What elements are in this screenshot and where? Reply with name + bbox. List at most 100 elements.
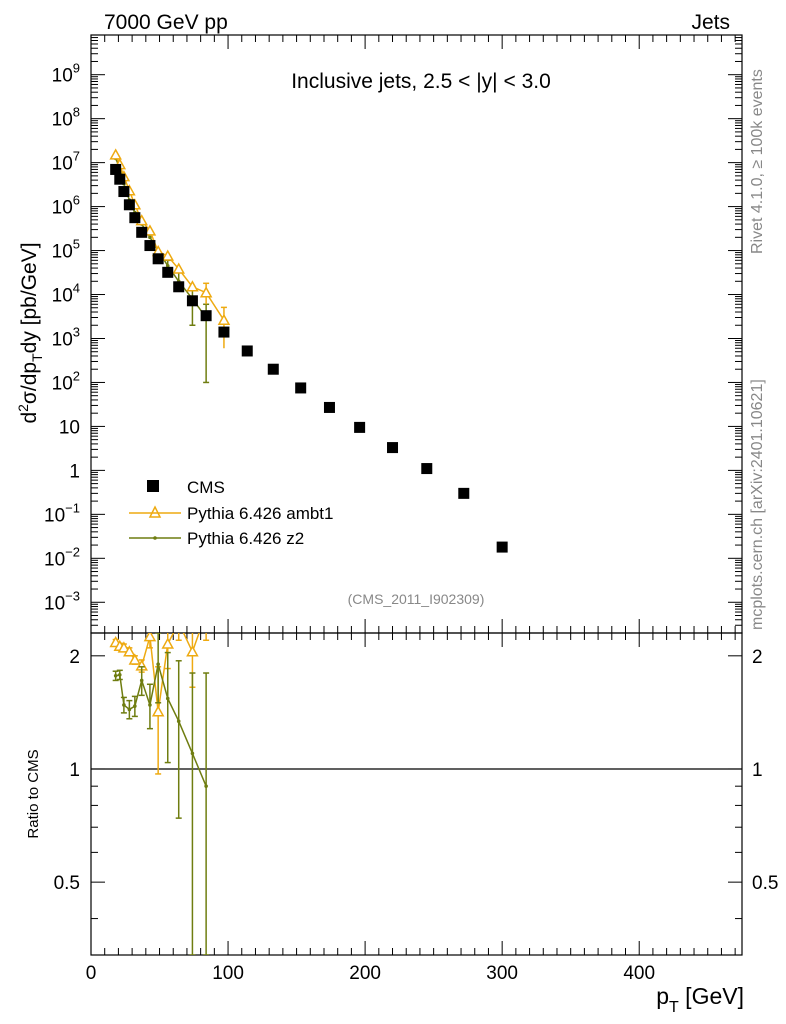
ambt1-ratio-point <box>117 641 131 653</box>
ratio-ytick-label: 0.5 <box>54 873 80 894</box>
ambt1-ratio-point <box>174 618 184 627</box>
z2-ratio-point <box>176 719 181 723</box>
cms-point <box>218 326 230 338</box>
main-ytick-label-base: 10 <box>52 242 73 263</box>
ambt1-ratio-point <box>151 705 165 717</box>
side-rivet-text: Rivet 4.1.0, ≥ 100k events <box>749 69 766 254</box>
main-ytick-label-exp: 7 <box>73 149 80 164</box>
ratio-series <box>91 608 742 955</box>
ambt1-ratio-point <box>186 645 199 657</box>
main-series <box>109 148 508 553</box>
main-ytick-label: 10−2 <box>44 544 80 570</box>
main-ytick-label-base: 10 <box>44 549 65 570</box>
cms-point <box>129 212 141 224</box>
ratio-xtick-label: 0 <box>86 963 97 984</box>
cms-point <box>267 363 279 375</box>
y-axis-label: d2σ/dpTdy [pb/GeV] <box>15 242 45 423</box>
main-ytick-label-exp: 9 <box>73 61 80 76</box>
main-ytick-label-base: 10 <box>52 329 73 350</box>
ambt1-ratio-point <box>143 633 157 642</box>
ratio-ytick-label-right: 1 <box>752 760 763 781</box>
cms-point <box>136 226 148 238</box>
ambt1-ratio-point <box>128 653 142 665</box>
cms-point <box>458 487 470 499</box>
ratio-series-clipped <box>109 608 211 955</box>
z2-ratio-point <box>127 707 132 712</box>
main-ytick-label: 106 <box>52 193 80 219</box>
cms-point <box>110 163 122 175</box>
cms-point <box>123 199 135 211</box>
main-ytick-label-exp: 3 <box>73 324 80 339</box>
ratio-xtick-label: 200 <box>349 963 381 984</box>
ylabel-d: d <box>18 412 41 424</box>
ambt1-point <box>186 280 199 292</box>
main-ticks <box>90 34 742 634</box>
cms-point <box>323 401 335 413</box>
main-ytick-label-base: 10 <box>52 198 73 219</box>
xlabel-sub: T <box>669 999 679 1016</box>
cms-point <box>241 345 253 357</box>
legend-z2-label: Pythia 6.426 z2 <box>187 529 304 548</box>
main-ytick-label-base: 10 <box>44 505 65 526</box>
cms-point <box>114 173 126 185</box>
ambt1-point <box>161 249 175 261</box>
z2-ratio-point <box>122 703 126 707</box>
legend-cms-marker <box>147 480 159 492</box>
ambt1-ratio-point <box>201 608 211 617</box>
main-ytick-label-base: 10 <box>59 417 80 438</box>
ratio-xtick-label: 400 <box>623 963 655 984</box>
main-ytick-label: 1 <box>69 461 80 482</box>
main-ytick-label-exp: 5 <box>73 237 80 252</box>
ambt1-point <box>109 148 122 160</box>
ambt1-point <box>172 262 185 274</box>
ylabel-sub: T <box>29 353 45 362</box>
header-left: 7000 GeV pp <box>104 11 228 34</box>
main-ytick-label-exp: 8 <box>73 105 80 120</box>
z2-ratio-point <box>113 673 118 678</box>
cms-point <box>354 421 366 433</box>
ylabel-sup: 2 <box>15 404 31 412</box>
main-ytick-label-base: 10 <box>44 593 65 614</box>
z2-ratio-point <box>133 704 137 708</box>
ambt1-point <box>217 313 231 325</box>
main-ytick-label: 10 <box>59 417 80 438</box>
legend-ambt1-label: Pythia 6.426 ambt1 <box>187 504 333 523</box>
main-ytick-label: 108 <box>52 105 80 131</box>
main-ytick-label-exp: 2 <box>73 368 80 383</box>
cms-point <box>421 463 433 475</box>
ratio-ytick-labels: 0.5 0.5 1 1 2 2 <box>54 647 779 894</box>
z2-ratio-point <box>139 678 144 683</box>
main-title: Inclusive jets, 2.5 < |y| < 3.0 <box>291 70 551 93</box>
ambt1-point <box>143 224 157 236</box>
cms-point <box>496 541 508 553</box>
z2-ratio-line <box>115 663 207 787</box>
main-ytick-label-base: 10 <box>52 66 73 87</box>
cms-point <box>186 295 198 307</box>
ambt1-ratio-point <box>161 637 175 649</box>
legend-cms-label: CMS <box>187 478 225 497</box>
x-axis-label: pT [GeV] <box>656 983 744 1016</box>
ylabel-mid: σ/dp <box>18 362 41 404</box>
cms-point <box>152 253 164 265</box>
ratio-ytick-label-right: 0.5 <box>752 873 778 894</box>
main-ytick-label: 107 <box>52 149 80 175</box>
side-mcplots-text: mcplots.cern.ch [arXiv:2401.10621] <box>749 379 766 630</box>
ambt1-ratio-point <box>123 645 136 657</box>
z2-point <box>148 235 152 240</box>
legend: CMS Pythia 6.426 ambt1 Pythia 6.426 z2 <box>129 478 333 548</box>
xlabel-p: p <box>656 983 669 1009</box>
ambt1-point <box>199 286 213 298</box>
main-ytick-label-base: 10 <box>52 154 73 175</box>
ratio-frame <box>90 632 743 956</box>
header-right: Jets <box>691 11 730 34</box>
main-ytick-label: 10−3 <box>44 588 80 614</box>
main-ytick-label: 109 <box>52 61 80 87</box>
cms-point <box>295 382 307 394</box>
xlabel-end: [GeV] <box>679 983 744 1009</box>
main-panel: Inclusive jets, 2.5 < |y| < 3.0 (CMS_201… <box>15 34 743 634</box>
z2-ratio-point <box>190 751 195 756</box>
z2-ratio-point <box>117 673 122 677</box>
z2-ratio-point <box>165 696 170 701</box>
ratio-ytick-label-right: 2 <box>752 647 763 668</box>
